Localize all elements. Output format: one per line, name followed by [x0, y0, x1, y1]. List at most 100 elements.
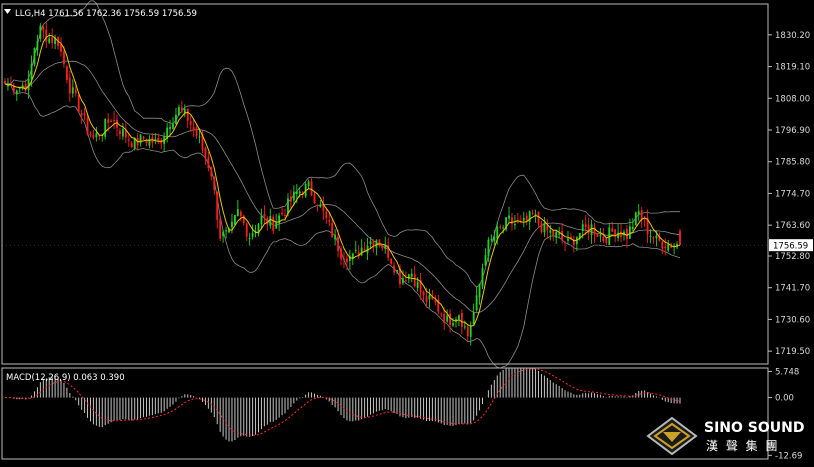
candle[interactable]: [446, 309, 449, 323]
candle[interactable]: [42, 25, 45, 39]
candle[interactable]: [210, 166, 213, 181]
candle[interactable]: [455, 316, 457, 328]
candle[interactable]: [124, 121, 127, 143]
candle[interactable]: [531, 209, 534, 216]
candle[interactable]: [307, 179, 310, 189]
candle[interactable]: [522, 211, 525, 228]
candle[interactable]: [443, 307, 446, 330]
candle[interactable]: [133, 137, 136, 151]
candle[interactable]: [290, 189, 292, 210]
candle[interactable]: [260, 208, 263, 230]
candle[interactable]: [39, 23, 42, 42]
candle[interactable]: [410, 268, 413, 283]
candle[interactable]: [357, 245, 360, 259]
candle[interactable]: [572, 235, 575, 253]
candle[interactable]: [511, 213, 513, 231]
candle[interactable]: [201, 130, 204, 154]
candle[interactable]: [611, 221, 614, 232]
candle[interactable]: [561, 222, 564, 244]
candle[interactable]: [148, 135, 151, 149]
candle[interactable]: [24, 79, 27, 93]
candle[interactable]: [157, 133, 160, 145]
candle[interactable]: [195, 125, 198, 140]
candle[interactable]: [65, 65, 68, 84]
candle[interactable]: [634, 211, 637, 226]
candle[interactable]: [469, 321, 472, 346]
candle[interactable]: [337, 229, 339, 258]
candle[interactable]: [328, 211, 331, 227]
candle[interactable]: [86, 113, 89, 136]
candle[interactable]: [83, 107, 86, 121]
candle[interactable]: [130, 140, 133, 149]
candle[interactable]: [183, 104, 186, 118]
candle[interactable]: [599, 227, 602, 243]
candle[interactable]: [192, 118, 195, 138]
candle[interactable]: [104, 118, 107, 140]
candle[interactable]: [242, 214, 245, 226]
candle[interactable]: [578, 232, 581, 241]
candle[interactable]: [172, 117, 174, 130]
candle[interactable]: [407, 273, 410, 283]
candle[interactable]: [189, 114, 192, 132]
candle[interactable]: [652, 236, 655, 244]
candle[interactable]: [340, 245, 342, 266]
candle[interactable]: [313, 192, 316, 204]
candle[interactable]: [45, 22, 48, 48]
candle[interactable]: [508, 206, 510, 223]
candle[interactable]: [458, 314, 460, 327]
candle[interactable]: [48, 32, 51, 44]
candle[interactable]: [431, 289, 434, 300]
candle[interactable]: [169, 119, 171, 136]
candle[interactable]: [275, 213, 278, 229]
candle[interactable]: [68, 70, 71, 102]
candle[interactable]: [292, 185, 295, 206]
candle[interactable]: [12, 83, 15, 96]
candle[interactable]: [437, 294, 440, 315]
candle[interactable]: [15, 89, 18, 101]
candle[interactable]: [399, 264, 401, 288]
candle[interactable]: [27, 70, 30, 99]
candle[interactable]: [393, 261, 395, 276]
candle[interactable]: [646, 209, 649, 244]
candle[interactable]: [263, 205, 266, 225]
candle[interactable]: [440, 312, 443, 318]
candle[interactable]: [540, 220, 543, 234]
candle[interactable]: [363, 241, 366, 252]
candle[interactable]: [281, 205, 283, 217]
candle[interactable]: [80, 109, 83, 125]
candle[interactable]: [620, 223, 622, 242]
candle[interactable]: [584, 215, 587, 236]
candle[interactable]: [605, 237, 608, 246]
candle[interactable]: [667, 239, 670, 252]
candle[interactable]: [110, 119, 113, 123]
candle[interactable]: [631, 218, 634, 232]
candle[interactable]: [628, 218, 631, 240]
candle[interactable]: [402, 270, 404, 286]
candle[interactable]: [316, 204, 319, 212]
candle[interactable]: [452, 317, 454, 328]
candle[interactable]: [490, 234, 493, 243]
candle[interactable]: [98, 135, 101, 141]
candle[interactable]: [366, 237, 369, 260]
candle[interactable]: [502, 225, 505, 234]
candle[interactable]: [121, 122, 124, 140]
candle[interactable]: [254, 224, 257, 238]
candle[interactable]: [387, 237, 390, 261]
candle[interactable]: [166, 123, 169, 143]
candle[interactable]: [564, 241, 566, 252]
candle[interactable]: [204, 146, 207, 166]
candle[interactable]: [95, 126, 98, 142]
candle[interactable]: [537, 211, 540, 228]
candle[interactable]: [487, 237, 490, 262]
candlestick-series[interactable]: [4, 22, 681, 346]
candle[interactable]: [60, 37, 62, 57]
candle[interactable]: [449, 309, 452, 333]
candle[interactable]: [89, 131, 92, 138]
candle[interactable]: [466, 325, 469, 341]
candle[interactable]: [4, 78, 6, 85]
candle[interactable]: [127, 133, 130, 147]
candle[interactable]: [617, 223, 620, 242]
candle[interactable]: [310, 178, 313, 196]
candle[interactable]: [222, 229, 225, 243]
candle[interactable]: [51, 28, 54, 49]
